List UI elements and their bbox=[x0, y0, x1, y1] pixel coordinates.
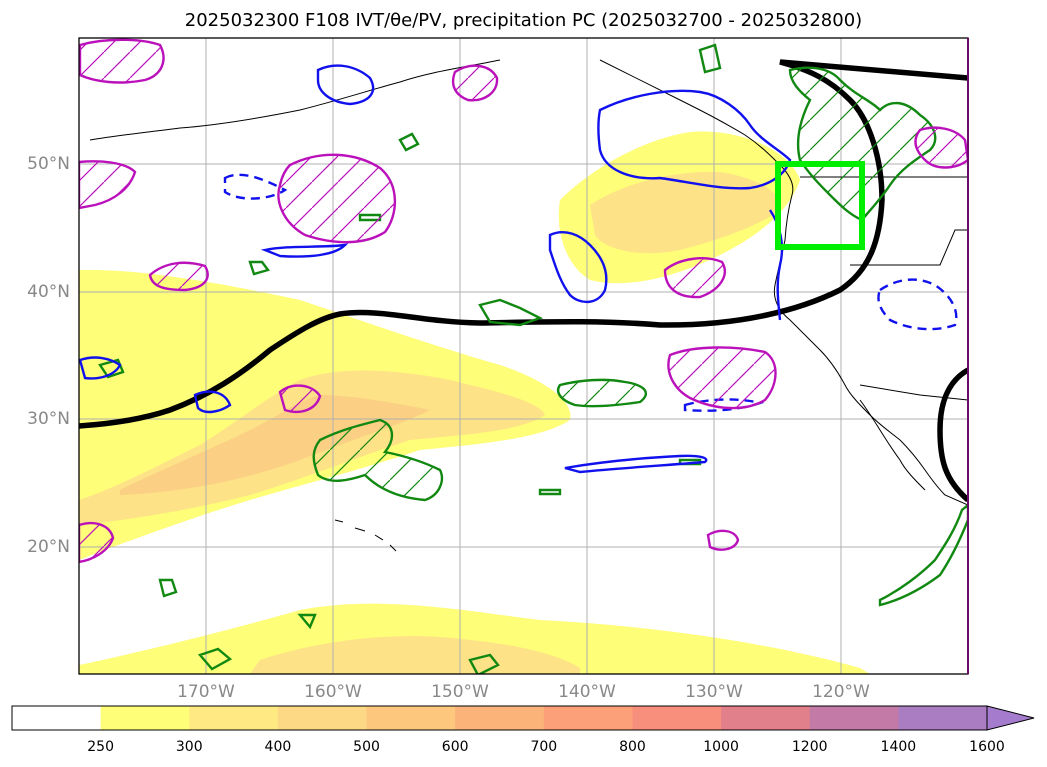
theta-e-ridge bbox=[79, 356, 708, 474]
colorbar-tick-label: 300 bbox=[175, 739, 203, 755]
colorbar-tick-label: 400 bbox=[264, 739, 292, 755]
pv-blob-2 bbox=[79, 38, 165, 84]
pv-blob-11 bbox=[706, 529, 740, 551]
precip-blob-mid bbox=[556, 378, 647, 408]
ivt-ne-plume-medium bbox=[590, 171, 781, 254]
coastlines bbox=[89, 59, 968, 552]
pv-blob-3 bbox=[79, 160, 137, 210]
lon-label-160w: 160°W bbox=[304, 682, 362, 702]
pv-blob-10 bbox=[914, 126, 968, 169]
colorbar-tick-label: 500 bbox=[353, 739, 380, 755]
figure-title: 2025032300 F108 IVT/θe/PV, precipitation… bbox=[184, 10, 863, 31]
lat-label-30n: 30°N bbox=[27, 409, 70, 429]
precip-strip-east bbox=[878, 503, 968, 607]
colorbar-tick-label: 250 bbox=[87, 739, 114, 755]
lat-label-50n: 50°N bbox=[27, 154, 70, 174]
pv-contours bbox=[79, 38, 968, 564]
colorbar-tick-label: 800 bbox=[619, 739, 646, 755]
border-mexico bbox=[859, 384, 968, 401]
theta-e-dashed-2 bbox=[877, 278, 958, 331]
precip-dashes-west bbox=[98, 132, 702, 674]
precip-blob-central bbox=[312, 418, 444, 502]
border-states-1 bbox=[850, 229, 968, 266]
lon-label-150w: 150°W bbox=[431, 682, 489, 702]
ivt-band-upper-west bbox=[79, 285, 273, 355]
lon-label-120w: 120°W bbox=[812, 682, 870, 702]
north-american-coast bbox=[599, 59, 968, 506]
pv-blob-5 bbox=[663, 257, 726, 299]
baja-coast bbox=[859, 399, 926, 491]
theta-e-mid bbox=[260, 243, 349, 258]
pv-blob-1 bbox=[277, 153, 397, 244]
theta-e-north-loop bbox=[316, 64, 375, 106]
precip-contours bbox=[98, 43, 968, 674]
lon-label-170w: 170°W bbox=[177, 682, 235, 702]
pv-blob-8 bbox=[278, 384, 322, 414]
lon-label-130w: 130°W bbox=[685, 682, 743, 702]
colorbar-tick-label: 1600 bbox=[969, 739, 1005, 755]
lon-label-140w: 140°W bbox=[558, 682, 616, 702]
thick-contour-east bbox=[937, 367, 968, 503]
lat-label-20n: 20°N bbox=[27, 537, 70, 557]
colorbar-tick-label: 1000 bbox=[703, 739, 739, 755]
highlight-region-box bbox=[775, 161, 865, 250]
colorbar-tick-label: 1200 bbox=[791, 739, 828, 755]
pv-blob-4 bbox=[148, 261, 209, 292]
theta-e-west-loop bbox=[548, 231, 608, 304]
ivt-band-main-strong bbox=[120, 395, 430, 495]
lat-label-40n: 40°N bbox=[27, 282, 70, 302]
hawaii-islands bbox=[334, 519, 397, 552]
alaska-coast bbox=[89, 59, 501, 141]
theta-e-contours bbox=[79, 64, 958, 474]
colorbar-tick-label: 700 bbox=[530, 739, 558, 755]
precip-blob-nw bbox=[698, 43, 722, 74]
pv-blob-6 bbox=[667, 346, 777, 410]
pv-blob-9 bbox=[79, 521, 115, 564]
pv-blob-7 bbox=[451, 64, 499, 102]
precip-blob-coast bbox=[788, 66, 937, 222]
colorbar-tick-label: 1400 bbox=[880, 739, 917, 755]
colorbar-tick-label: 600 bbox=[441, 739, 469, 755]
